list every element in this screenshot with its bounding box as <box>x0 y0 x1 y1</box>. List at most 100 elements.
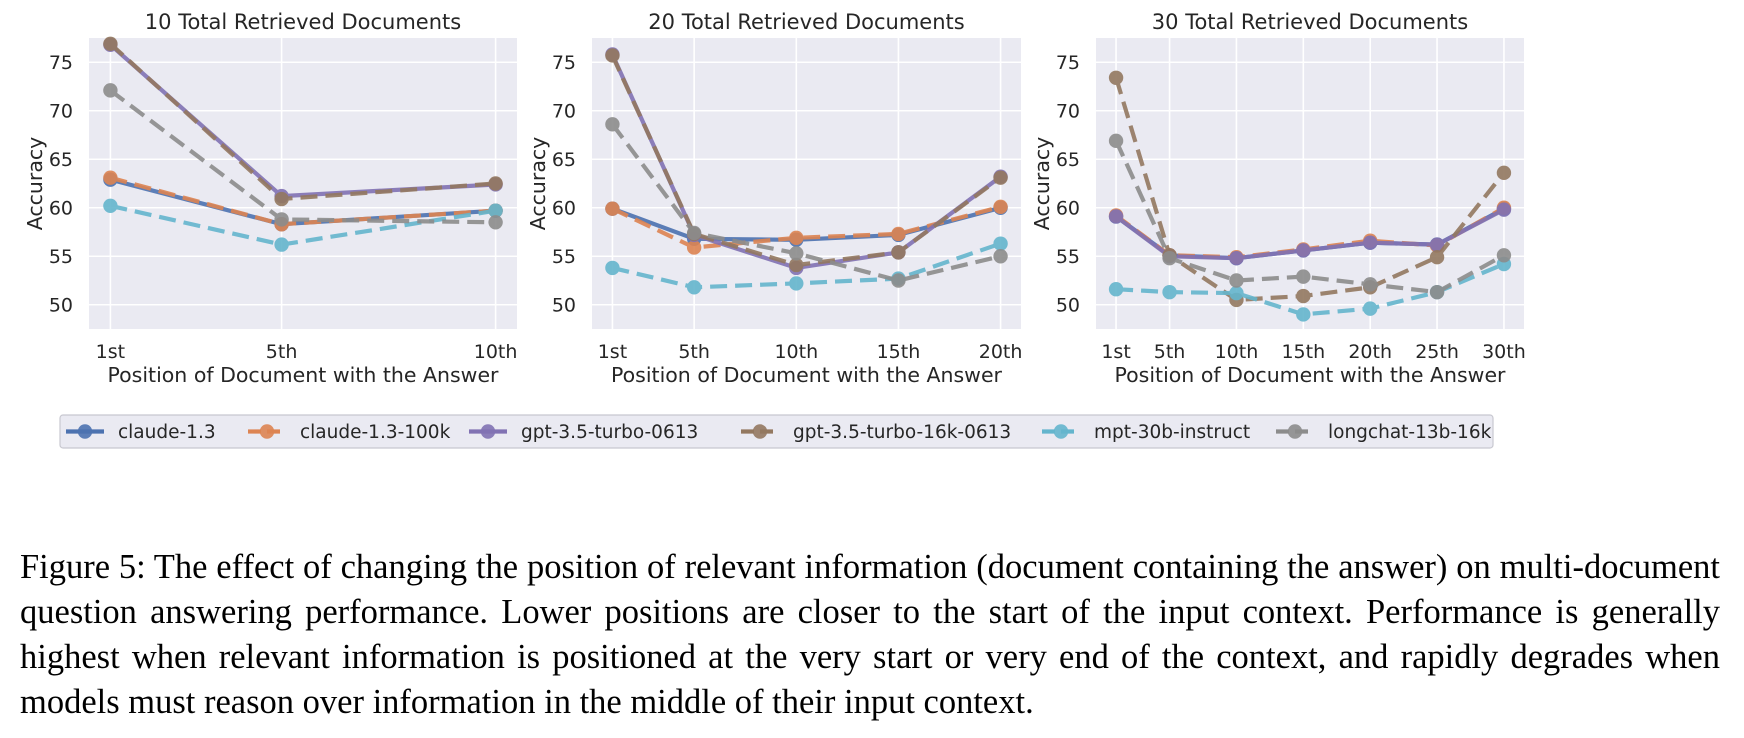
data-point <box>789 257 804 273</box>
series-gpt-3-5-turbo-16k-0613 <box>103 36 503 207</box>
data-point <box>789 230 804 246</box>
y-tick-label: 70 <box>49 100 73 122</box>
data-point <box>103 170 118 185</box>
data-point <box>605 201 620 216</box>
y-tick-label: 50 <box>49 294 73 316</box>
chart-title: 20 Total Retrieved Documents <box>648 10 964 34</box>
legend-label: claude-1.3-100k <box>300 422 451 443</box>
chart-panel-3: 50 55 60 65 70 75 1st 5th 10th 15th 20th 25th 30th 30… <box>1030 10 1526 387</box>
series-longchat-13b-16k <box>1108 133 1512 300</box>
data-point <box>686 280 702 295</box>
data-point <box>103 198 118 214</box>
data-point <box>1496 165 1512 181</box>
series-longchat-13b-16k <box>605 117 1008 288</box>
data-point <box>993 249 1008 264</box>
legend-label: longchat-13b-16k <box>1328 422 1492 443</box>
data-point <box>1108 282 1124 297</box>
data-point <box>993 199 1008 214</box>
x-tick-label: 30th <box>1482 341 1526 363</box>
data-point <box>488 203 503 218</box>
data-point <box>1229 250 1244 266</box>
legend-entry: gpt-3.5-turbo-16k-0613 <box>741 422 1011 443</box>
data-point <box>103 36 118 52</box>
x-axis-label: Position of Document with the Answer <box>107 363 499 387</box>
x-tick-label: 10th <box>1215 341 1259 363</box>
legend-swatch-marker <box>752 424 768 439</box>
data-point <box>103 83 118 98</box>
data-point <box>1108 70 1124 85</box>
data-point <box>1429 250 1445 265</box>
legend-entry: gpt-3.5-turbo-0613 <box>469 422 698 443</box>
legend-entry: claude-1.3-100k <box>248 422 451 443</box>
legend-label: gpt-3.5-turbo-0613 <box>521 422 698 443</box>
data-point <box>686 225 702 241</box>
data-point <box>891 245 906 260</box>
x-tick-label: 20th <box>1348 341 1392 363</box>
data-point <box>605 117 620 132</box>
data-point <box>488 176 503 191</box>
data-point <box>1162 284 1177 300</box>
data-point <box>993 236 1008 251</box>
data-point <box>1296 269 1311 284</box>
caption-label: Figure 5: <box>20 548 146 586</box>
legend-label: gpt-3.5-turbo-16k-0613 <box>793 422 1011 443</box>
legend-entry: mpt-30b-instruct <box>1042 422 1250 443</box>
y-tick-label: 75 <box>49 52 73 74</box>
legend-entry: claude-1.3 <box>66 422 216 443</box>
y-tick-label: 60 <box>1056 197 1080 219</box>
data-point <box>1229 285 1244 301</box>
x-tick-label: 10th <box>774 341 818 363</box>
legend-swatch-marker <box>259 424 275 439</box>
legend-entry: longchat-13b-16k <box>1276 422 1492 443</box>
x-tick-label: 5th <box>678 341 710 363</box>
chart-panel-1: 50 55 60 65 70 75 1st 5th 10th 10 Total Retrieved… <box>23 10 517 387</box>
data-point <box>1108 209 1124 224</box>
legend: claude-1.3 claude-1.3-100k gpt-3.5-turbo-0… <box>59 414 1494 449</box>
y-axis-label: Accuracy <box>526 137 550 231</box>
legend-label: mpt-30b-instruct <box>1094 422 1250 443</box>
x-tick-label: 1st <box>1101 341 1130 363</box>
legend-swatch-marker <box>1287 424 1303 439</box>
data-point <box>1362 277 1378 292</box>
data-point <box>1429 237 1445 252</box>
caption-text: The effect of changing the position of r… <box>20 548 1720 721</box>
x-tick-label: 5th <box>266 341 298 363</box>
y-tick-label: 75 <box>1056 52 1080 74</box>
data-point <box>993 170 1008 185</box>
y-tick-label: 75 <box>552 52 576 74</box>
data-point <box>1162 250 1177 266</box>
data-point <box>891 226 906 242</box>
data-point <box>605 260 620 276</box>
x-tick-label: 10th <box>474 341 518 363</box>
data-point <box>605 48 620 63</box>
x-tick-label: 1st <box>598 341 627 363</box>
plot-background <box>1096 38 1524 329</box>
x-tick-label: 1st <box>96 341 125 363</box>
y-tick-label: 65 <box>552 149 576 171</box>
data-point <box>891 273 906 288</box>
plot-background <box>592 38 1021 329</box>
chart-title: 30 Total Retrieved Documents <box>1152 10 1468 34</box>
data-point <box>1296 243 1311 258</box>
y-tick-label: 55 <box>49 246 73 268</box>
data-point <box>1296 288 1311 304</box>
chart-panel-2: 50 55 60 65 70 75 1st 5th 10th 15th 20th 20 Total R… <box>526 10 1022 387</box>
data-point <box>686 240 702 255</box>
y-axis-label: Accuracy <box>1030 137 1054 231</box>
data-point <box>1362 235 1378 250</box>
data-point <box>1496 248 1512 263</box>
legend-swatch-marker <box>77 424 93 439</box>
y-tick-label: 70 <box>1056 100 1080 122</box>
series-longchat-13b-16k <box>103 83 503 230</box>
x-axis-label: Position of Document with the Answer <box>1114 363 1506 387</box>
data-point <box>274 237 289 252</box>
x-axis-label: Position of Document with the Answer <box>611 363 1003 387</box>
x-tick-label: 15th <box>877 341 921 363</box>
legend-swatch-marker <box>1053 424 1069 439</box>
x-tick-label: 25th <box>1415 341 1459 363</box>
y-tick-label: 65 <box>1056 149 1080 171</box>
data-point <box>1296 307 1311 322</box>
figure-caption: Figure 5: The effect of changing the posi… <box>20 545 1720 725</box>
data-point <box>1108 133 1124 149</box>
data-point <box>789 276 804 291</box>
